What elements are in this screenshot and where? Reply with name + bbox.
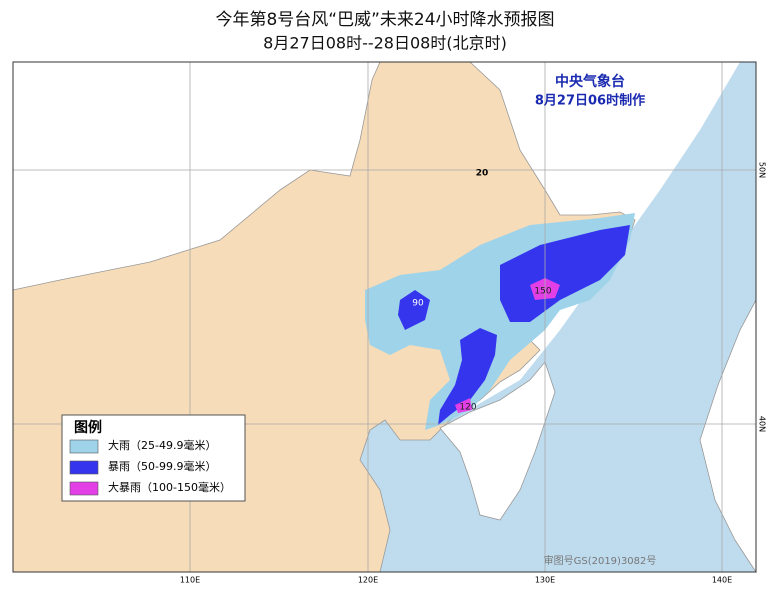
- legend-swatch: [69, 439, 99, 454]
- contour-label: 120: [459, 403, 476, 413]
- map-frame: [12, 61, 757, 573]
- subtitle: 8月27日08时--28日08时(北京时): [263, 34, 507, 53]
- issuer-time: 8月27日06时制作: [535, 93, 645, 109]
- legend-title: 图例: [74, 419, 102, 436]
- legend-swatch: [69, 481, 99, 496]
- longitude-label: 110E: [180, 576, 200, 585]
- title: 今年第8号台风“巴威”未来24小时降水预报图: [215, 10, 554, 30]
- korea: [439, 361, 556, 521]
- rainstorm-area: [438, 328, 497, 425]
- contour-label: 150: [534, 287, 551, 297]
- rainstorm-area: [500, 225, 630, 322]
- torrential-rain-area: [455, 398, 472, 413]
- legend-label: 暴雨（50-99.9毫米）: [108, 459, 216, 473]
- longitude-label: 140E: [712, 576, 732, 585]
- latitude-label: 40N: [758, 416, 767, 432]
- review-number: 审图号GS(2019)3082号: [544, 554, 657, 567]
- longitude-label: 120E: [358, 576, 378, 585]
- legend: 图例 大雨（25-49.9毫米） 暴雨（50-99.9毫米） 大暴雨（100-150…: [61, 414, 246, 502]
- legend-swatch: [69, 460, 99, 475]
- contour-label: 20: [476, 169, 489, 179]
- longitude-label: 130E: [535, 576, 555, 585]
- rainstorm-area: [398, 290, 430, 330]
- contour-label: 90: [412, 299, 424, 309]
- legend-label: 大暴雨（100-150毫米）: [108, 480, 231, 494]
- latitude-label: 50N: [758, 162, 767, 178]
- legend-label: 大雨（25-49.9毫米）: [108, 438, 216, 452]
- issuer-name: 中央气象台: [555, 73, 625, 90]
- graticule: [13, 62, 756, 572]
